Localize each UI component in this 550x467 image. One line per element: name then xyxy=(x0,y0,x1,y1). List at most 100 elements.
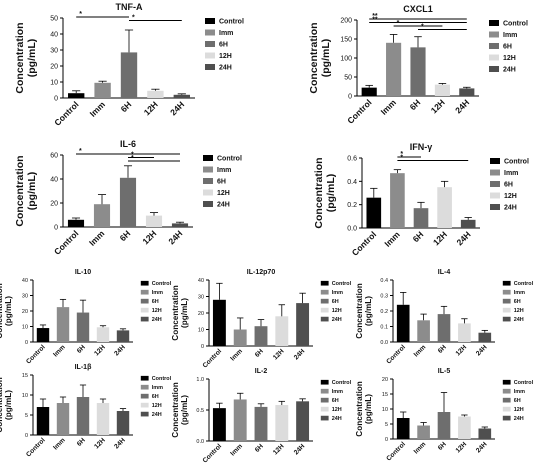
legend-swatch xyxy=(320,406,329,412)
legend-label: 24H xyxy=(217,202,230,209)
legend-swatch xyxy=(203,189,213,196)
significance-label: * xyxy=(79,148,82,155)
legend-swatch xyxy=(203,166,213,173)
bar-24h xyxy=(116,411,130,435)
bar-24h xyxy=(296,303,310,346)
x-tick-label: 6H xyxy=(411,229,426,244)
y-tick-label: 5 xyxy=(385,422,388,428)
y-tick-label: 10 xyxy=(22,393,28,399)
bar-control xyxy=(396,418,410,439)
legend-label: 6H xyxy=(332,398,339,404)
legend-label: Imm xyxy=(514,290,525,296)
legend-swatch xyxy=(502,406,511,412)
x-tick-label: 24H xyxy=(455,229,473,247)
legend-label: Imm xyxy=(332,290,343,296)
bar-12h xyxy=(145,215,163,227)
legend-swatch xyxy=(502,316,511,322)
legend-swatch xyxy=(320,415,329,421)
bar-imm xyxy=(233,329,247,346)
legend-label: 6H xyxy=(503,44,512,51)
y-tick-label: 0.2 xyxy=(347,202,357,209)
y-tick-label: 30 xyxy=(50,48,58,55)
bar-control xyxy=(396,304,410,342)
chart-title: CXCL1 xyxy=(403,4,433,14)
y-tick-label: 150 xyxy=(340,37,352,44)
chart-panel-8: IL-2 Concentration(pg/mL) 0.0 0.5 1.0 Control… xyxy=(171,368,352,465)
legend-swatch xyxy=(203,201,213,207)
bar-imm xyxy=(390,173,405,228)
y-tick-label: 0.5 xyxy=(196,408,204,414)
chart-title: IFN-γ xyxy=(410,142,433,152)
legend-swatch xyxy=(502,280,511,286)
x-tick-label: Control xyxy=(385,344,407,366)
x-tick-label: Imm xyxy=(229,348,244,363)
bar-12h xyxy=(434,84,450,96)
bar-6h xyxy=(76,312,90,342)
legend-label: Control xyxy=(503,21,528,28)
legend-swatch xyxy=(203,178,213,184)
legend-swatch xyxy=(502,379,511,385)
x-tick-label: 6H xyxy=(437,441,448,452)
x-tick-label: Control xyxy=(52,99,80,127)
y-axis-label: Concentration(pg/mL) xyxy=(0,377,13,432)
legend-swatch xyxy=(320,397,329,403)
legend-label: Control xyxy=(152,376,172,382)
y-axis-label: Concentration(pg/mL) xyxy=(313,157,337,228)
legend-swatch xyxy=(502,397,511,403)
significance-label: * xyxy=(421,24,424,31)
legend-swatch xyxy=(489,43,499,49)
bar-6h xyxy=(254,326,268,346)
x-tick-label: 12H xyxy=(140,228,158,246)
legend-label: Control xyxy=(217,156,242,163)
chart-title: IL-12p70 xyxy=(247,269,276,276)
legend-label: 6H xyxy=(217,179,226,186)
x-tick-label: 24H xyxy=(453,97,471,115)
legend-swatch xyxy=(502,307,511,313)
x-tick-label: Control xyxy=(52,228,80,256)
x-tick-label: 24H xyxy=(113,344,127,358)
x-tick-label: Control xyxy=(385,441,407,463)
y-axis-label: Concentration(pg/mL) xyxy=(171,382,189,437)
legend-swatch xyxy=(140,375,149,381)
legend-label: 6H xyxy=(514,398,521,404)
legend-label: Imm xyxy=(219,30,233,37)
x-tick-label: 12H xyxy=(455,441,469,455)
y-tick-label: 40 xyxy=(50,177,58,184)
y-tick-label: 0.1 xyxy=(380,324,388,330)
bar-control xyxy=(67,219,85,227)
legend-swatch xyxy=(320,298,329,304)
legend-swatch xyxy=(489,66,499,72)
y-tick-label: 0.4 xyxy=(380,278,388,284)
legend-swatch xyxy=(140,316,149,322)
chart-panel-7: IL-1β Concentration(pg/mL) 0 5 10 15 Control Im… xyxy=(0,364,172,459)
legend-label: 24H xyxy=(514,416,524,422)
x-tick-label: Imm xyxy=(52,344,67,359)
significance-label: * xyxy=(400,151,403,158)
bar-24h xyxy=(459,88,475,96)
legend-label: Control xyxy=(504,159,529,166)
y-tick-label: 0 xyxy=(385,437,388,443)
legend-label: 24H xyxy=(503,67,516,74)
legend-label: 12H xyxy=(152,308,162,314)
legend-label: Control xyxy=(514,380,534,386)
chart-panel-2: IL-6 Concentration(pg/mL) 0 20 40 60 Control Im… xyxy=(14,139,242,257)
legend-swatch xyxy=(205,41,215,47)
x-tick-label: Imm xyxy=(87,228,107,248)
y-axis-label: Concentration(pg/mL) xyxy=(171,285,189,340)
legend-label: 12H xyxy=(503,55,516,62)
y-tick-label: 10 xyxy=(382,407,388,413)
x-tick-label: Control xyxy=(25,344,47,366)
bar-6h xyxy=(437,314,451,342)
legend-swatch xyxy=(490,192,500,199)
chart-panel-0: TNF-A Concentration(pg/mL) 0 10 20 30 40 50 Cont… xyxy=(14,2,244,128)
significance-label: ** xyxy=(372,13,378,20)
y-tick-label: 15 xyxy=(22,373,28,379)
legend-swatch xyxy=(140,393,149,399)
bar-24h xyxy=(478,332,492,342)
y-tick-label: 0.4 xyxy=(347,179,357,186)
legend-label: Control xyxy=(152,281,172,287)
legend-label: 12H xyxy=(332,407,342,413)
y-tick-label: 10 xyxy=(198,327,204,333)
bar-control xyxy=(212,299,226,346)
x-tick-label: 24H xyxy=(475,344,489,358)
